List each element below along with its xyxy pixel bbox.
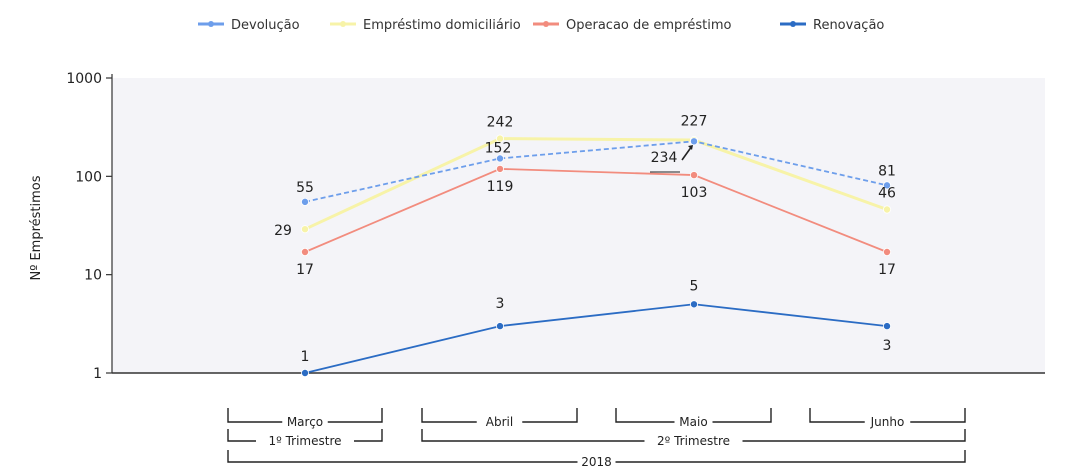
data-label: 3 (496, 296, 505, 312)
series-3 (300, 300, 892, 377)
category-label: Maio (679, 415, 707, 429)
data-label: 3 (883, 338, 892, 354)
category-label-bg (476, 415, 523, 429)
quarter-group-label: 2º Trimestre (657, 434, 730, 448)
data-label: 1 (301, 349, 310, 365)
legend-marker (208, 21, 214, 27)
data-point (300, 225, 309, 234)
legend-label: Operacao de empréstimo (566, 18, 731, 33)
data-point (495, 164, 504, 173)
data-point (690, 137, 699, 146)
data-point (690, 171, 699, 180)
data-label: 234 (651, 150, 678, 166)
data-point (883, 248, 892, 257)
y-axis-title: Nº Empréstimos (29, 175, 44, 280)
data-point (495, 154, 504, 163)
series-line (304, 167, 888, 253)
series-0 (300, 137, 892, 206)
data-label: 46 (878, 185, 896, 201)
legend-marker (340, 21, 346, 27)
legend: Devolução Empréstimo domiciliário Operacao… (198, 18, 884, 33)
data-label: 17 (878, 262, 896, 278)
category-label-bg (674, 415, 713, 429)
data-point (690, 300, 699, 309)
series-layer (300, 134, 892, 377)
category-label-bg (282, 415, 328, 429)
data-point (883, 205, 892, 214)
data-label: 103 (681, 185, 708, 201)
legend-marker (790, 21, 796, 27)
legend-marker (543, 21, 549, 27)
data-point (495, 322, 504, 331)
data-labels: 55 152 227 81 29 242 234 46 17 119 103 17 1 3 5 3 (274, 113, 896, 365)
category-label: Abril (486, 415, 513, 429)
data-label: 152 (485, 140, 512, 156)
series-line (304, 137, 888, 231)
data-label: 242 (487, 115, 514, 131)
series-line (304, 140, 888, 203)
data-point (300, 248, 309, 257)
y-tick-label: 10 (84, 268, 102, 284)
quarter-group-label-bg (644, 434, 743, 448)
data-label: 55 (296, 180, 314, 196)
data-point (883, 181, 892, 190)
y-tick-label: 100 (75, 169, 102, 185)
series-2 (300, 164, 892, 257)
y-axis: 1 10 100 1000 (66, 71, 113, 382)
legend-label: Devolução (231, 18, 300, 33)
category-label: Junho (870, 415, 905, 429)
data-label: 227 (681, 113, 708, 129)
y-tick-label: 1000 (66, 71, 102, 87)
series-line (304, 303, 888, 374)
year-group-label-bg (577, 455, 616, 469)
legend-label: Empréstimo domiciliário (363, 18, 521, 33)
annotation-arrow (681, 145, 693, 161)
legend-label: Renovação (813, 18, 884, 33)
legend-item: Devolução (198, 18, 300, 33)
annotation-arrow-head (688, 145, 693, 150)
legend-item: Renovação (780, 18, 884, 33)
data-point (300, 197, 309, 206)
quarter-group-label-bg (256, 434, 354, 448)
data-point (495, 134, 504, 143)
y-tick-label: 1 (93, 366, 102, 382)
data-point (300, 368, 309, 377)
category-label-bg (864, 415, 911, 429)
quarter-group-label: 1º Trimestre (268, 434, 341, 448)
data-label: 119 (487, 179, 514, 195)
data-label: 81 (878, 163, 896, 179)
plot-area (112, 78, 1045, 373)
legend-item: Empréstimo domiciliário (330, 18, 521, 33)
legend-item: Operacao de empréstimo (533, 18, 731, 33)
data-label: 5 (690, 278, 699, 294)
year-group-label: 2018 (581, 455, 612, 469)
data-label: 29 (274, 223, 292, 239)
data-point (883, 322, 892, 331)
category-label: Março (287, 415, 323, 429)
category-axis: Março Abril Maio Junho 1º Trimestre 2º Trimes… (227, 408, 966, 469)
data-label: 17 (296, 262, 314, 278)
